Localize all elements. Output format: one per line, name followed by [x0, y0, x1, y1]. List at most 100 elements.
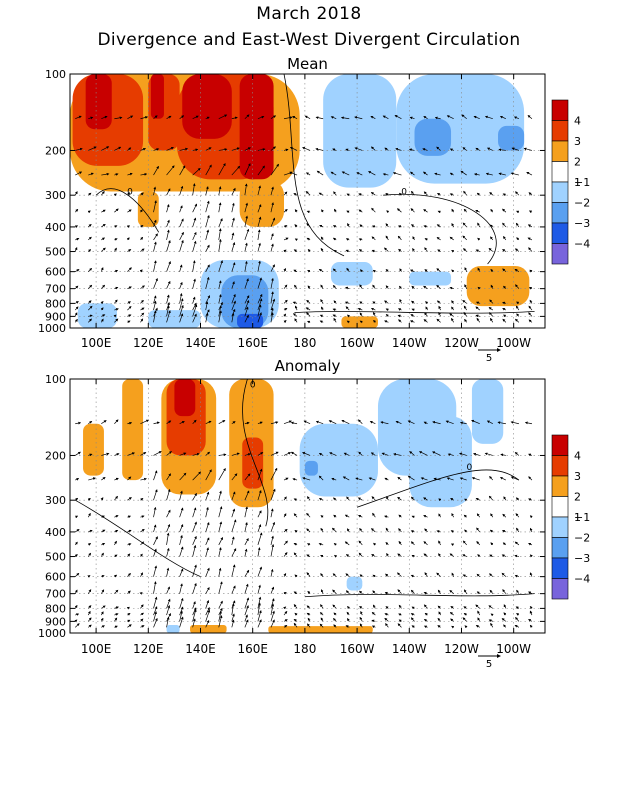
wind-vector — [283, 208, 288, 213]
wind-vector — [244, 306, 249, 317]
wind-vector — [529, 515, 533, 519]
wind-vector — [528, 210, 533, 214]
wind-vector — [140, 285, 145, 289]
wind-vector — [192, 203, 197, 213]
y-tick-label: 600 — [45, 571, 66, 584]
wind-vector — [477, 237, 481, 241]
wind-vector — [423, 553, 428, 557]
wind-vector — [449, 172, 454, 176]
wind-vector — [305, 172, 311, 176]
wind-vector — [423, 618, 428, 622]
wind-vector — [283, 610, 288, 616]
wind-vector — [127, 529, 132, 533]
wind-vector — [410, 208, 415, 213]
wind-vector — [257, 547, 261, 557]
wind-vector — [289, 171, 298, 176]
wind-vector — [257, 216, 262, 228]
wind-vector — [270, 619, 275, 628]
wind-vector — [244, 597, 250, 609]
wind-vector — [283, 452, 292, 456]
wind-vector — [303, 420, 311, 425]
wind-vector — [386, 496, 389, 501]
wind-vector — [166, 219, 170, 228]
wind-vector — [244, 114, 250, 119]
wind-vector — [462, 554, 467, 557]
colorbar-label: 1 — [574, 176, 581, 189]
wind-vector — [372, 301, 376, 305]
shaded-region — [166, 624, 180, 633]
wind-vector — [411, 300, 415, 304]
wind-vector — [257, 452, 264, 456]
wind-vector — [331, 477, 337, 481]
wind-vector — [347, 223, 350, 228]
wind-vector — [334, 554, 338, 558]
wind-vector — [140, 604, 144, 609]
wind-vector — [358, 209, 363, 213]
wind-vector — [475, 306, 480, 311]
wind-vector — [294, 318, 298, 323]
wind-vector — [114, 247, 117, 252]
wind-vector — [283, 496, 287, 501]
wind-vector — [257, 468, 263, 481]
wind-vector — [307, 320, 311, 324]
wind-vector — [462, 147, 467, 151]
wind-vector — [502, 249, 507, 252]
wind-vector — [179, 583, 183, 594]
wind-vector — [283, 592, 287, 595]
wind-vector — [270, 603, 275, 616]
wind-vector — [292, 116, 298, 120]
wind-vector — [140, 477, 147, 481]
wind-vector — [436, 236, 441, 241]
wind-vector — [420, 477, 428, 481]
wind-vector — [412, 236, 416, 241]
wind-vector — [231, 187, 236, 196]
wind-vector — [463, 190, 467, 196]
wind-vector — [75, 115, 82, 120]
wind-vector — [476, 527, 481, 533]
wind-vector — [153, 300, 157, 311]
wind-vector — [516, 313, 520, 317]
wind-vector — [114, 477, 119, 481]
wind-vector — [306, 210, 311, 214]
shaded-region — [239, 74, 274, 180]
wind-vector — [231, 536, 235, 545]
wind-vector — [498, 148, 506, 152]
wind-vector — [231, 602, 235, 616]
wind-vector — [488, 312, 494, 317]
wind-vector — [437, 625, 441, 628]
wind-vector — [437, 605, 441, 609]
contour-line — [356, 469, 520, 508]
wind-vector — [346, 611, 350, 616]
wind-vector — [423, 421, 428, 425]
wind-vector — [114, 554, 118, 558]
x-tick-label: 120E — [133, 642, 164, 656]
colorbar: 4 3 2 1−1 −2 −3 −4 — [551, 434, 590, 600]
colorbar-label: −4 — [574, 573, 590, 586]
wind-vector — [127, 314, 132, 317]
wind-vector — [368, 171, 376, 176]
wind-vector — [320, 515, 324, 518]
y-tick-label: 1000 — [38, 322, 66, 335]
wind-vector — [244, 228, 250, 241]
wind-vector — [490, 542, 494, 546]
wind-vector — [398, 225, 402, 228]
wind-vector — [423, 319, 428, 323]
contour-line — [242, 379, 269, 527]
y-tick-label: 100 — [45, 373, 66, 386]
wind-vector — [231, 312, 235, 323]
wind-vector — [342, 476, 350, 481]
wind-vector — [75, 421, 82, 425]
wind-vector — [257, 489, 262, 501]
wind-vector — [516, 589, 520, 594]
wind-vector — [423, 497, 428, 501]
x-tick-label: 120W — [444, 642, 479, 656]
wind-vector — [490, 317, 494, 323]
wind-vector — [88, 223, 92, 228]
wind-vector — [101, 515, 105, 519]
wind-vector — [372, 590, 376, 594]
wind-vector — [205, 506, 209, 518]
wind-vector — [290, 451, 298, 456]
wind-vector — [218, 536, 223, 546]
wind-vector — [359, 320, 363, 324]
wind-vector — [166, 616, 170, 628]
